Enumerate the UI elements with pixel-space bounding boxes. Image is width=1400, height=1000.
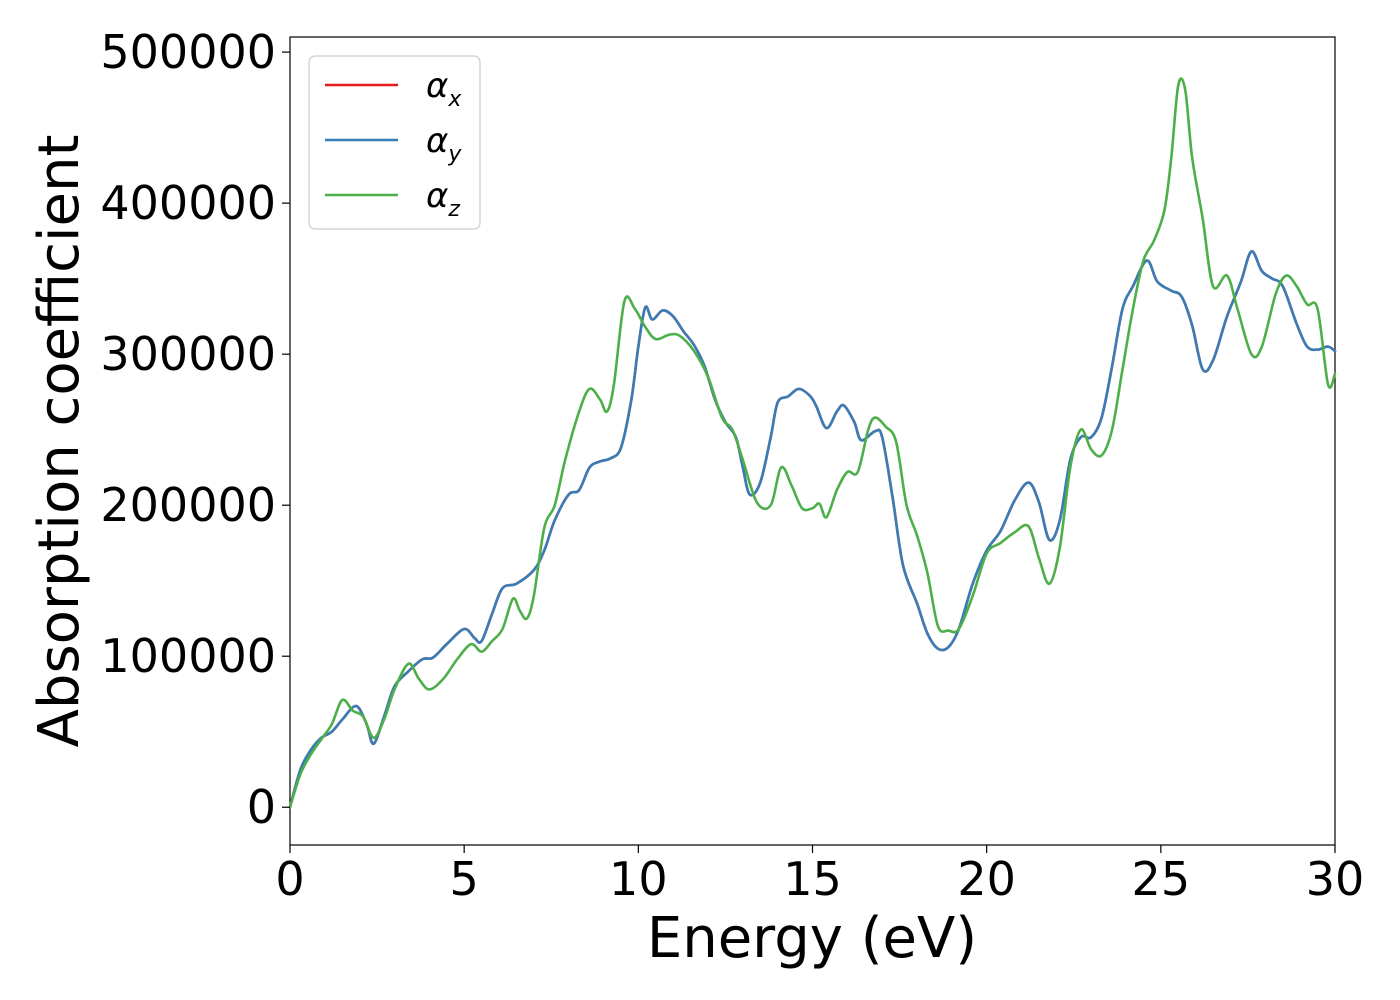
x-tick-label: 25 [1132,852,1191,906]
series-line-alpha-y [288,250,1337,809]
y-axis-label: Absorption coefficient [27,135,92,748]
x-tick-label: 0 [275,852,304,906]
series-line-alpha-z [288,77,1337,809]
x-tick-label: 15 [783,852,842,906]
y-tick-label: 100000 [100,629,276,683]
series-line-alpha-x [288,250,1337,809]
y-axis-ticks: 0 100000 200000 300000 400000 500000 [100,25,290,834]
legend-label-alpha-y: αy [426,121,462,167]
x-tick-label: 20 [957,852,1016,906]
x-axis-ticks: 0 5 10 15 20 25 30 [275,845,1364,906]
x-tick-label: 5 [450,852,479,906]
legend: αx αy αz [308,55,481,230]
series-layer [288,77,1337,809]
x-tick-label: 10 [609,852,668,906]
legend-label-alpha-x: αx [426,66,462,112]
x-axis-label: Energy (eV) [647,906,977,971]
x-tick-label: 30 [1306,852,1365,906]
y-tick-label: 400000 [100,176,276,230]
y-tick-label: 200000 [100,478,276,532]
y-tick-label: 300000 [100,327,276,381]
legend-label-alpha-z: αz [426,176,460,222]
y-tick-label: 500000 [100,25,276,79]
legend-box [308,55,481,230]
y-tick-label: 0 [247,780,276,834]
